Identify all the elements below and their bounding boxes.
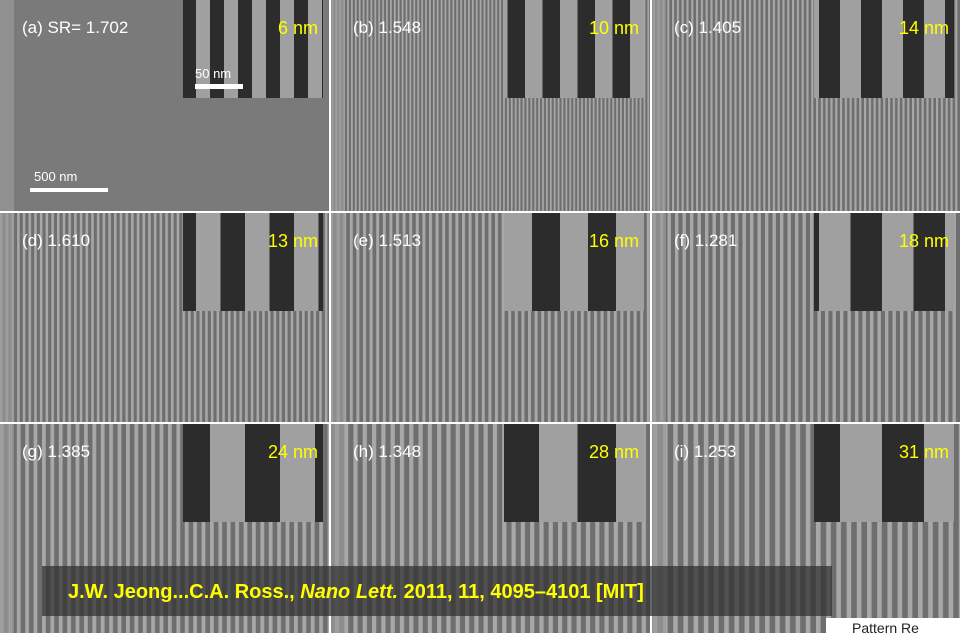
panel-scale-label: 500 nm [34,169,77,184]
inset-image [814,0,954,98]
panel-edge [652,0,666,211]
sem-panel: (d) 1.610 13 nm [0,213,329,422]
period-label: 13 nm [268,231,318,251]
panel-edge [0,213,14,422]
panel-label: (a) SR= 1.702 [22,18,128,37]
panel-scale-bar [30,188,108,192]
figure: (a) SR= 1.702 6 nm 50 nm 500 nm (b) 1.548 10 … [0,0,960,633]
sem-panel: (f) 1.281 18 nm [652,213,960,422]
panel-label: (d) 1.610 [22,231,90,250]
sem-panel: (a) SR= 1.702 6 nm 50 nm 500 nm [0,0,329,211]
inset-image [504,0,644,98]
period-label: 31 nm [899,442,949,462]
panel-label: (f) 1.281 [674,231,737,250]
panel-edge [0,0,14,211]
inset-image [183,213,323,311]
page: {"panels": [ {"label": "(a) SR= 1.702", … [0,0,960,633]
panel-label: (c) 1.405 [674,18,741,37]
inset-scale-label: 50 nm [195,66,231,81]
period-label: 6 nm [278,18,318,38]
sem-panel: (b) 1.548 10 nm [331,0,650,211]
panel-edge [331,213,345,422]
caption: J.W. Jeong...C.A. Ross., Nano Lett. 2011… [68,581,644,603]
panel-label: (b) 1.548 [353,18,421,37]
panel-edge [652,213,666,422]
period-label: 10 nm [589,18,639,38]
caption-rest: 2011, 11, 4095–4101 [MIT] [398,581,644,603]
inset-image [504,424,644,522]
panel-label: (h) 1.348 [353,442,421,461]
inset-image [183,424,323,522]
panel-edge [331,0,345,211]
inset-image [504,213,644,311]
period-label: 14 nm [899,18,949,38]
period-label: 24 nm [268,442,318,462]
inset-image [814,424,954,522]
caption-journal: Nano Lett. [300,581,398,603]
panel-label: (e) 1.513 [353,231,421,250]
inset-image [183,0,323,98]
caption-authors: J.W. Jeong...C.A. Ross., [68,581,300,603]
period-label: 28 nm [589,442,639,462]
period-label: 18 nm [899,231,949,251]
inset-image [814,213,954,311]
panel-edge [0,424,14,633]
panel-label: (g) 1.385 [22,442,90,461]
corner-text: Pattern Re [852,620,919,633]
sem-panel: (c) 1.405 14 nm [652,0,960,211]
period-label: 16 nm [589,231,639,251]
panel-label: (i) 1.253 [674,442,736,461]
inset-scale-bar [195,84,243,89]
sem-panel: (e) 1.513 16 nm [331,213,650,422]
